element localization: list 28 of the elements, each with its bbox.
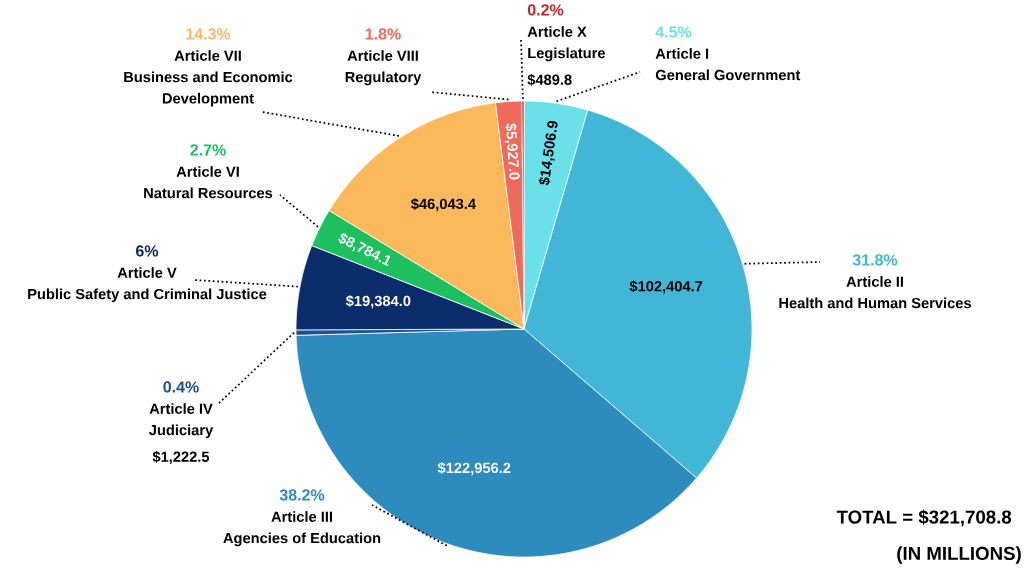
text: 2.7% <box>190 144 226 156</box>
slice-label: Article I General Government <box>655 48 801 81</box>
data-label: $1,222.5 <box>152 450 210 465</box>
slice-label: Article IV Judiciary <box>149 403 214 439</box>
slice-label: Article III Agencies of Education <box>223 511 381 547</box>
data-label: $5,927.0 <box>504 123 520 180</box>
data-label: $122,956.2 <box>437 462 511 476</box>
text: 31.8% <box>852 254 898 266</box>
data-label: $489.8 <box>527 73 572 86</box>
text: 0.2% <box>527 4 564 16</box>
text: (IN MILLIONS) <box>897 546 1021 564</box>
text: 4.5% <box>655 26 692 38</box>
data-label: $46,043.4 <box>410 198 476 212</box>
text: 6% <box>136 245 159 257</box>
text: 1.8% <box>365 28 401 40</box>
slice-label: Article VIII Regulatory <box>345 50 422 86</box>
slice-label: Article V Public Safety and Criminal Justice <box>28 267 267 303</box>
data-label: $19,384.0 <box>345 295 411 309</box>
text: 14.3% <box>186 28 231 40</box>
text: 38.2% <box>279 489 325 501</box>
slice-label: Article VI Natural Resources <box>144 166 273 199</box>
data-label: $102,404.7 <box>629 280 703 294</box>
slice-label: Article II Health and Human Services <box>779 276 971 309</box>
text: 0.4% <box>163 381 199 393</box>
slice-label: Article X Legislature <box>527 26 606 62</box>
data-label: $14,506.9 <box>538 120 558 186</box>
slice-label: Article VII Business and Economic Development <box>124 50 293 107</box>
text: TOTAL = $321,708.8 <box>836 509 1012 527</box>
